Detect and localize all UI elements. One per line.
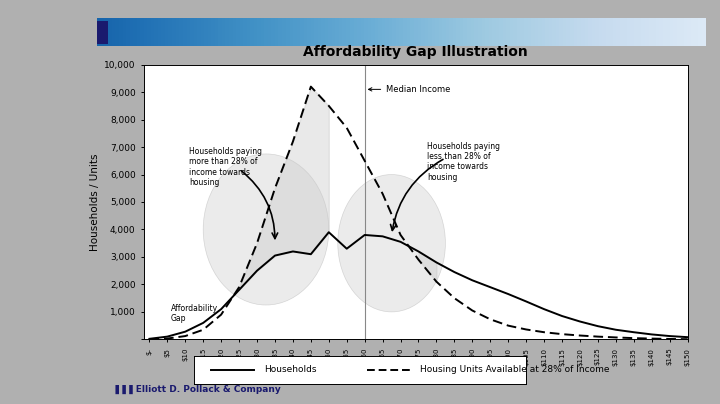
Households bbox=[378, 234, 387, 239]
Text: Households paying
less than 28% of
income towards
housing: Households paying less than 28% of incom… bbox=[428, 141, 500, 182]
Households bbox=[540, 307, 549, 311]
Housing Units Available at 28% of Income bbox=[558, 332, 567, 337]
Housing Units Available at 28% of Income bbox=[325, 103, 333, 108]
Households bbox=[289, 249, 297, 254]
Households bbox=[486, 285, 495, 290]
Households bbox=[235, 288, 243, 292]
Housing Units Available at 28% of Income bbox=[504, 323, 513, 328]
Households bbox=[683, 335, 692, 340]
Text: Households paying
more than 28% of
income towards
housing: Households paying more than 28% of incom… bbox=[189, 147, 262, 187]
Housing Units Available at 28% of Income bbox=[468, 308, 477, 313]
Housing Units Available at 28% of Income bbox=[540, 330, 549, 335]
Households bbox=[163, 334, 171, 339]
Line: Households: Households bbox=[149, 232, 688, 339]
Housing Units Available at 28% of Income bbox=[575, 333, 584, 338]
Households bbox=[414, 249, 423, 254]
Households bbox=[665, 334, 674, 339]
Housing Units Available at 28% of Income bbox=[360, 158, 369, 163]
Housing Units Available at 28% of Income bbox=[611, 335, 620, 340]
Housing Units Available at 28% of Income bbox=[665, 337, 674, 341]
Y-axis label: Households / Units: Households / Units bbox=[90, 153, 100, 251]
Line: Housing Units Available at 28% of Income: Housing Units Available at 28% of Income bbox=[149, 86, 688, 339]
Text: Households: Households bbox=[264, 365, 317, 374]
Households bbox=[468, 278, 477, 283]
Households bbox=[450, 269, 459, 274]
Housing Units Available at 28% of Income bbox=[163, 336, 171, 341]
Households bbox=[575, 319, 584, 324]
Households bbox=[647, 332, 656, 337]
Housing Units Available at 28% of Income bbox=[235, 285, 243, 290]
Households bbox=[199, 320, 207, 325]
Housing Units Available at 28% of Income bbox=[253, 241, 261, 246]
Text: Housing Units Available at 28% of Income: Housing Units Available at 28% of Income bbox=[420, 365, 609, 374]
Text: ▐▐▐ Elliott D. Pollack & Company: ▐▐▐ Elliott D. Pollack & Company bbox=[112, 385, 280, 394]
Households bbox=[307, 252, 315, 257]
Households bbox=[253, 268, 261, 273]
Households bbox=[593, 324, 602, 328]
Households bbox=[181, 329, 189, 334]
Households bbox=[432, 260, 441, 265]
Housing Units Available at 28% of Income bbox=[307, 84, 315, 89]
Housing Units Available at 28% of Income bbox=[683, 337, 692, 342]
Households bbox=[629, 330, 638, 335]
Housing Units Available at 28% of Income bbox=[271, 186, 279, 191]
Housing Units Available at 28% of Income bbox=[414, 257, 423, 262]
X-axis label: Household Income (Thousands): Household Income (Thousands) bbox=[333, 370, 498, 380]
Households bbox=[611, 327, 620, 332]
Households bbox=[396, 240, 405, 244]
Text: Median Income: Median Income bbox=[369, 85, 451, 94]
Housing Units Available at 28% of Income bbox=[432, 279, 441, 284]
Title: Affordability Gap Illustration: Affordability Gap Illustration bbox=[303, 45, 528, 59]
Housing Units Available at 28% of Income bbox=[181, 334, 189, 339]
Households bbox=[360, 233, 369, 238]
Housing Units Available at 28% of Income bbox=[486, 317, 495, 322]
Housing Units Available at 28% of Income bbox=[396, 233, 405, 238]
Households bbox=[522, 299, 531, 304]
Housing Units Available at 28% of Income bbox=[629, 336, 638, 341]
Housing Units Available at 28% of Income bbox=[593, 334, 602, 339]
Housing Units Available at 28% of Income bbox=[289, 139, 297, 144]
Text: Affordability
Gap: Affordability Gap bbox=[171, 304, 218, 323]
Households bbox=[145, 337, 153, 341]
Households bbox=[325, 230, 333, 235]
Households bbox=[271, 253, 279, 258]
Housing Units Available at 28% of Income bbox=[378, 191, 387, 196]
Ellipse shape bbox=[338, 175, 446, 312]
Housing Units Available at 28% of Income bbox=[522, 327, 531, 332]
Housing Units Available at 28% of Income bbox=[145, 337, 153, 342]
Bar bbox=[97, 21, 108, 44]
Households bbox=[343, 246, 351, 251]
Households bbox=[217, 307, 225, 311]
Housing Units Available at 28% of Income bbox=[199, 327, 207, 332]
Housing Units Available at 28% of Income bbox=[450, 296, 459, 301]
Ellipse shape bbox=[203, 154, 329, 305]
Housing Units Available at 28% of Income bbox=[647, 336, 656, 341]
Households bbox=[504, 292, 513, 297]
Housing Units Available at 28% of Income bbox=[343, 125, 351, 130]
Housing Units Available at 28% of Income bbox=[217, 312, 225, 317]
Households bbox=[558, 314, 567, 318]
